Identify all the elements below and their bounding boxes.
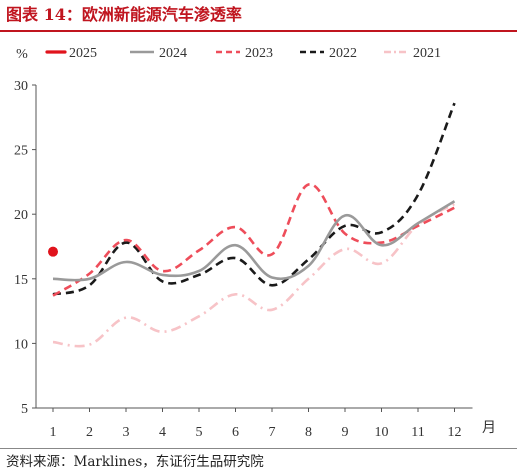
- y-tick-label: 5: [21, 402, 28, 417]
- x-tick-label: 8: [305, 425, 312, 440]
- y-axis: 5 10 15 20 25 30: [14, 79, 37, 417]
- x-tick-label: 2: [86, 425, 93, 440]
- x-tick-label: 5: [196, 425, 203, 440]
- x-tick-label: 6: [232, 425, 239, 440]
- title-underline: [0, 30, 517, 32]
- legend-2025-label: 2025: [69, 46, 97, 61]
- series-2025-point: [48, 246, 58, 257]
- y-tick-label: 30: [14, 79, 28, 94]
- x-tick-label: 10: [375, 425, 389, 440]
- x-tick-label: 3: [123, 425, 130, 440]
- legend-2021-label: 2021: [413, 46, 441, 61]
- y-tick-label: 20: [14, 208, 28, 223]
- y-tick-label: 25: [14, 144, 28, 159]
- series-2021-line: [52, 202, 456, 348]
- chart-legend: 2025 2024 2023 2022 2021: [45, 46, 441, 61]
- y-tick-label: 10: [14, 337, 28, 352]
- x-tick-label: 1: [50, 425, 57, 440]
- figure-title: 图表 14：欧洲新能源汽车渗透率: [6, 5, 242, 24]
- x-tick-label: 12: [448, 425, 462, 440]
- x-tick-label: 9: [342, 425, 349, 440]
- series-2024-line: [52, 200, 456, 282]
- legend-2022-label: 2022: [329, 46, 357, 61]
- y-axis-unit-label: %: [16, 47, 28, 62]
- series-2022-line: [52, 102, 456, 296]
- x-axis-unit-label: 月: [482, 420, 496, 436]
- x-tick-label: 11: [411, 425, 424, 440]
- legend-2023-label: 2023: [245, 46, 273, 61]
- series-2023-line: [52, 183, 456, 297]
- x-tick-label: 7: [269, 425, 276, 440]
- source-note: 资料来源：Marklines，东证衍生品研究院: [6, 454, 264, 470]
- legend-2024-label: 2024: [159, 46, 187, 61]
- x-tick-label: 4: [159, 425, 166, 440]
- x-axis: 1 2 3 4 5 6 7 8 9 10 11 12: [36, 407, 473, 440]
- plot-area: [48, 102, 456, 348]
- footer-rule: [0, 448, 517, 449]
- y-tick-label: 15: [14, 273, 28, 288]
